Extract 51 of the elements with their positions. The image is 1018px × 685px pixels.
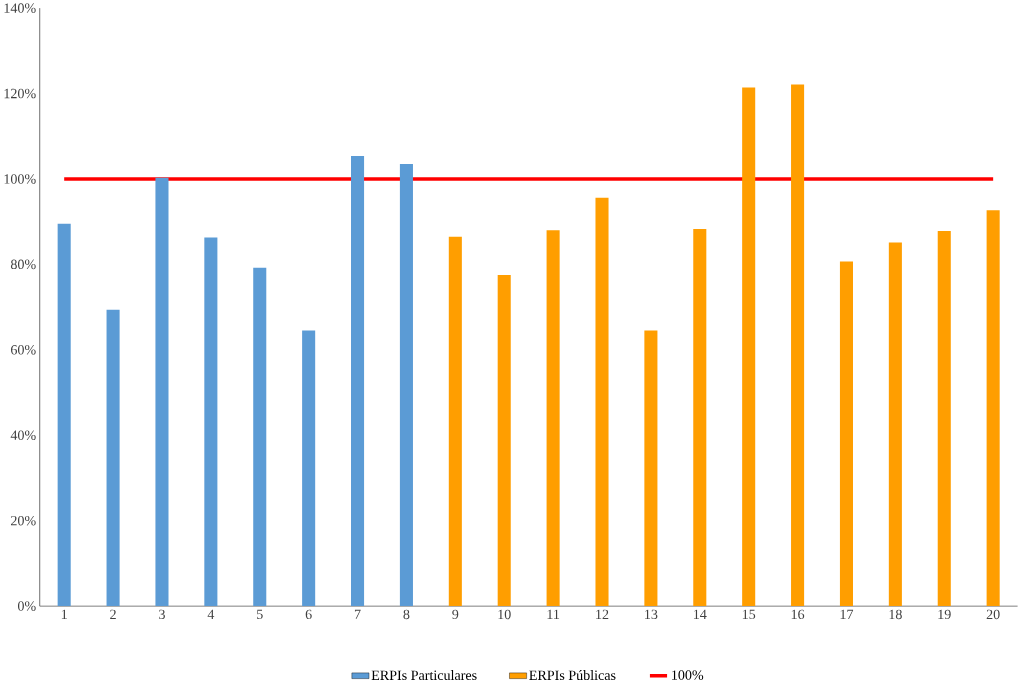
x-tick-label: 20: [986, 609, 1000, 619]
x-tick-label: 11: [547, 609, 560, 619]
bar: [57, 223, 71, 606]
bar: [693, 228, 707, 606]
legend-label: 100%: [672, 670, 704, 680]
bar: [399, 163, 413, 606]
y-tick-label: 60%: [10, 344, 36, 355]
y-tick-label: 80%: [10, 259, 36, 269]
x-tick-label: 19: [938, 609, 951, 619]
y-tick-label: 100%: [4, 173, 36, 184]
x-tick-label: 7: [354, 609, 361, 619]
bar: [204, 237, 218, 606]
y-tick-label: 140%: [4, 3, 36, 13]
x-tick-label: 5: [257, 609, 263, 619]
y-tick-label: 0%: [17, 601, 36, 611]
legend-label: ERPIs Públicas: [529, 669, 616, 680]
x-tick-label: 14: [693, 609, 707, 619]
bar: [302, 330, 316, 606]
bar: [106, 309, 120, 606]
bar: [595, 197, 609, 606]
bar: [448, 236, 462, 606]
x-tick-label: 18: [889, 609, 902, 619]
bar: [791, 84, 805, 606]
x-tick-label: 17: [840, 609, 854, 619]
y-tick-label: 40%: [10, 430, 36, 440]
bar: [888, 242, 902, 606]
legend-label: ERPIs Particulares: [371, 669, 477, 680]
x-tick-label: 16: [791, 609, 805, 619]
x-tick-label: 9: [452, 609, 459, 619]
bar: [644, 330, 658, 606]
x-tick-label: 2: [110, 609, 116, 619]
x-tick-label: 4: [207, 609, 215, 619]
bar: [546, 230, 560, 606]
x-tick-label: 12: [596, 609, 609, 619]
y-tick-label: 120%: [4, 88, 36, 99]
x-tick-label: 6: [305, 609, 312, 619]
x-tick-label: 1: [61, 609, 67, 619]
bar: [253, 267, 267, 606]
x-tick-label: 3: [159, 609, 165, 619]
x-tick-label: 15: [742, 609, 756, 619]
bar: [351, 155, 365, 606]
bar: [742, 87, 756, 606]
bar: [986, 209, 1000, 606]
bar: [937, 230, 951, 606]
x-tick-label: 10: [498, 609, 511, 619]
bar: [155, 177, 169, 606]
x-tick-label: 13: [645, 609, 658, 619]
y-tick-label: 20%: [11, 515, 36, 526]
x-tick-label: 8: [403, 609, 410, 619]
bar: [497, 274, 511, 606]
bar: [839, 261, 853, 606]
